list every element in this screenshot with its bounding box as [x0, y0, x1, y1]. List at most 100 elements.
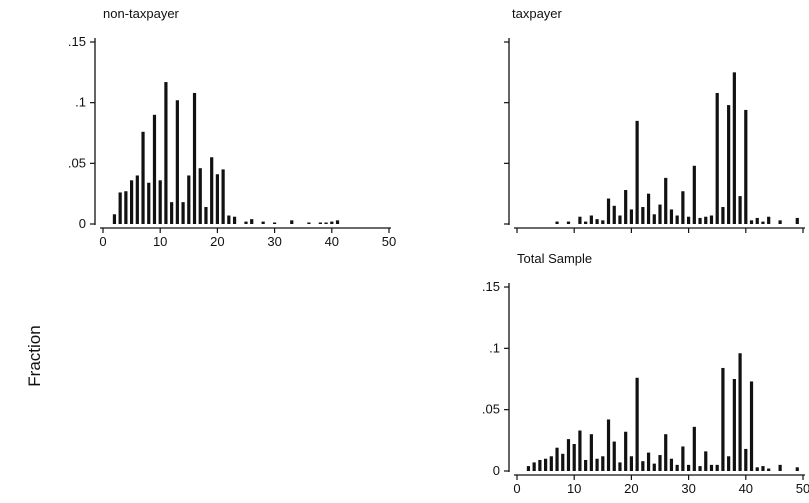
- histogram-bar: [324, 222, 328, 224]
- histogram-bar: [532, 462, 536, 471]
- histogram-bar: [669, 458, 674, 471]
- x-tick-label: 0: [513, 481, 520, 496]
- x-tick-label: 0: [99, 234, 106, 249]
- panel-title: non-taxpayer: [103, 6, 180, 21]
- histogram-bar: [687, 464, 691, 471]
- histogram-bar: [727, 105, 731, 224]
- histogram-bar: [629, 209, 633, 224]
- histogram-bar: [549, 456, 553, 471]
- histogram-bar: [795, 217, 799, 224]
- histogram-bar: [698, 466, 702, 471]
- histogram-bar: [221, 169, 225, 224]
- histogram-bar: [589, 434, 593, 471]
- histogram-bar: [584, 221, 588, 224]
- histogram-bar: [761, 466, 765, 471]
- y-tick-label: .1: [75, 95, 86, 110]
- histogram-bar: [318, 222, 322, 224]
- histogram-bar: [704, 216, 708, 224]
- histogram-bar: [589, 215, 593, 224]
- y-tick-label: .05: [68, 155, 86, 170]
- histogram-bar: [572, 444, 576, 471]
- x-tick-label: 40: [739, 481, 753, 496]
- histogram-bar: [709, 464, 714, 471]
- x-tick-label: 50: [382, 234, 396, 249]
- histogram-bar: [170, 202, 174, 224]
- histogram-bar: [566, 221, 571, 224]
- histogram-bar: [307, 222, 311, 224]
- histogram-bar: [612, 205, 616, 224]
- histogram-bar: [681, 191, 685, 224]
- histogram-bar: [629, 456, 633, 471]
- y-tick-label: .15: [482, 279, 500, 294]
- histogram-bar: [210, 157, 214, 224]
- histogram-bar: [749, 220, 754, 224]
- histogram-bar: [606, 419, 611, 471]
- histogram-bar: [227, 215, 231, 224]
- x-tick-label: 50: [796, 481, 809, 496]
- histogram-bar: [618, 462, 622, 471]
- histogram-bar: [595, 219, 599, 224]
- histogram-bar: [158, 180, 162, 224]
- histogram-bar: [646, 193, 651, 224]
- histogram-bar: [738, 353, 742, 471]
- histogram-bar: [152, 114, 157, 224]
- histogram-bar: [112, 214, 117, 224]
- histogram-bar: [727, 456, 731, 471]
- histogram-bar: [290, 220, 294, 224]
- histogram-bar: [544, 458, 548, 471]
- histogram-bar: [555, 447, 559, 471]
- histogram-bar: [658, 455, 662, 471]
- histogram-bar: [330, 221, 334, 224]
- histogram-bar: [244, 221, 248, 224]
- histogram-bar: [635, 120, 639, 224]
- histogram-bar: [555, 221, 559, 224]
- histogram-bar: [538, 459, 542, 471]
- histogram-bar: [767, 216, 771, 224]
- histogram-bar: [578, 430, 582, 471]
- histogram-bar: [709, 215, 714, 224]
- histogram-bar: [624, 190, 628, 224]
- histogram-bar: [130, 180, 134, 224]
- histogram-bar: [675, 464, 679, 471]
- histogram-bar: [652, 463, 656, 471]
- histogram-bar: [198, 168, 202, 224]
- histogram-bar: [118, 192, 122, 224]
- panel-taxpayer: taxpayer: [504, 6, 805, 233]
- histogram-bar: [755, 217, 759, 224]
- x-tick-label: 40: [325, 234, 339, 249]
- histogram-bar: [175, 100, 179, 224]
- histogram-bar: [687, 216, 691, 224]
- histogram-bar: [715, 464, 719, 471]
- histogram-bar: [646, 452, 651, 471]
- histogram-bar: [704, 451, 708, 471]
- histogram-bar: [601, 456, 605, 471]
- x-tick-label: 20: [624, 481, 638, 496]
- y-tick-label: .05: [482, 402, 500, 417]
- histogram-bar: [692, 426, 696, 471]
- histogram-bar: [124, 191, 128, 224]
- x-tick-label: 20: [210, 234, 224, 249]
- y-tick-label: 0: [79, 216, 86, 231]
- y-axis-label: Fraction: [25, 325, 44, 386]
- histogram-bar: [606, 198, 611, 224]
- histogram-bar: [187, 175, 191, 224]
- panel-title: Total Sample: [517, 251, 592, 266]
- histogram-bar: [526, 466, 531, 471]
- histogram-bar: [721, 367, 725, 471]
- histogram-bar: [624, 431, 628, 471]
- histogram-bar: [273, 222, 277, 224]
- panel-title: taxpayer: [512, 6, 563, 21]
- histogram-bar: [335, 220, 340, 224]
- histogram-bar: [669, 209, 674, 224]
- histogram-bar: [715, 92, 719, 225]
- histogram-bar: [578, 216, 582, 224]
- histogram-bar: [767, 468, 771, 471]
- histogram-bar: [675, 215, 679, 224]
- histogram-bar: [692, 165, 696, 224]
- histogram-bar: [147, 182, 151, 224]
- histogram-bar: [618, 215, 622, 224]
- histogram-bar: [595, 458, 599, 471]
- histogram-bar: [749, 381, 754, 471]
